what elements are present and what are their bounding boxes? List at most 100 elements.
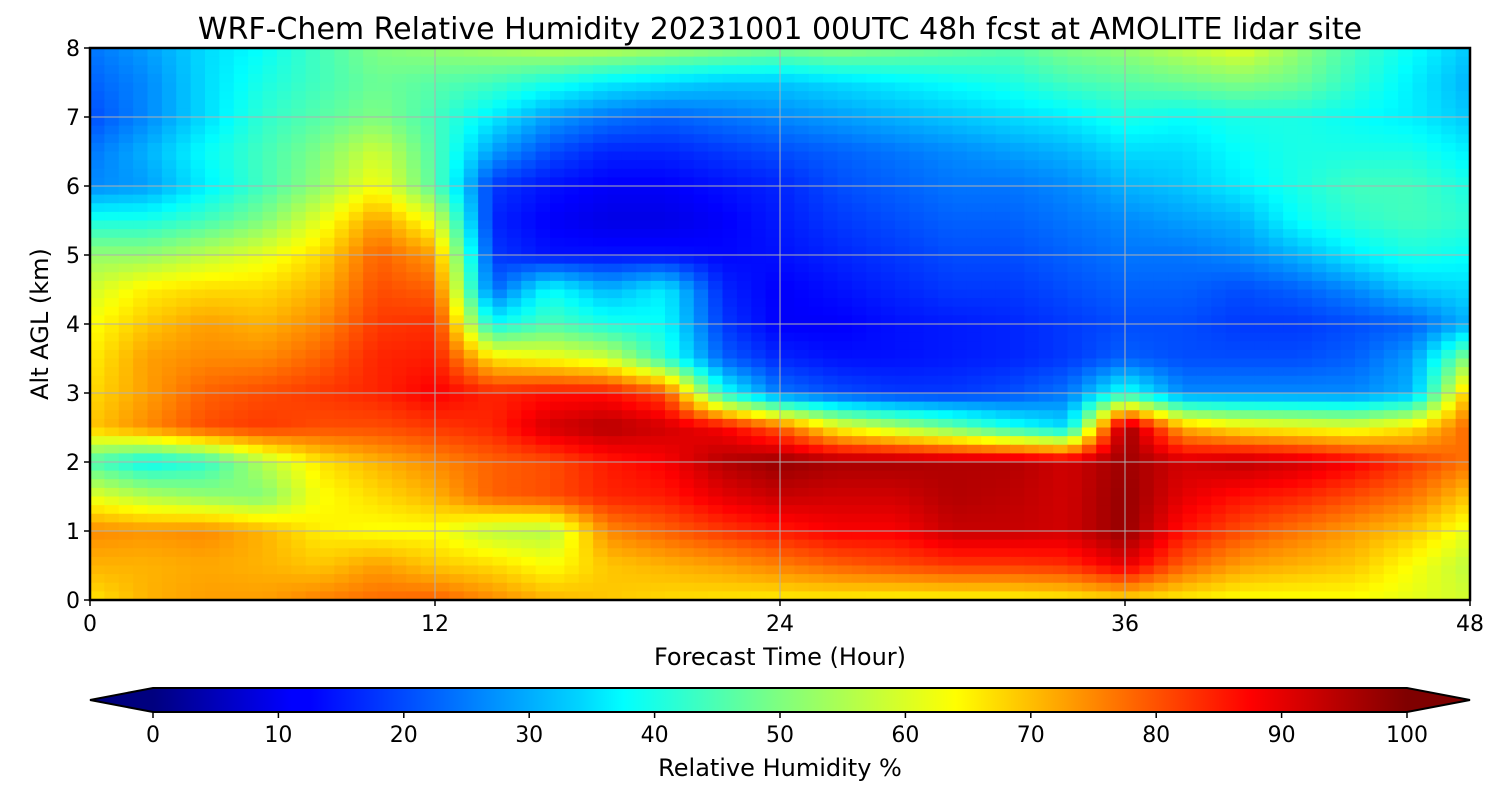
heatmap-cell (1297, 401, 1313, 411)
heatmap-cell (923, 211, 939, 222)
heatmap-cell (320, 341, 335, 351)
heatmap-cell (535, 160, 551, 170)
heatmap-cell (406, 73, 422, 84)
heatmap-cell (1153, 418, 1169, 429)
heatmap-cell (808, 263, 824, 273)
heatmap-cell (435, 65, 450, 75)
heatmap-cell (190, 401, 206, 411)
heatmap-cell (492, 160, 508, 170)
heatmap-cell (895, 427, 910, 437)
heatmap-cell (1153, 211, 1169, 222)
heatmap-cell (1153, 237, 1169, 247)
heatmap-cell (564, 220, 580, 230)
heatmap-cell (1355, 436, 1370, 446)
heatmap-cell (722, 315, 738, 325)
heatmap-cell (1369, 255, 1385, 265)
heatmap-cell (1038, 324, 1054, 334)
heatmap-cell (420, 349, 436, 360)
heatmap-cell (1311, 142, 1327, 153)
heatmap-cell (1081, 280, 1097, 291)
heatmap-cell (147, 177, 163, 187)
heatmap-cell (866, 487, 882, 498)
heatmap-cell (607, 487, 623, 498)
heatmap-cell (823, 177, 839, 187)
heatmap-cell (909, 186, 925, 196)
heatmap-cell (320, 349, 335, 360)
heatmap-cell (1283, 48, 1299, 58)
heatmap-cell (205, 427, 220, 437)
heatmap-cell (334, 306, 350, 316)
heatmap-cell (147, 496, 163, 506)
heatmap-cell (1383, 82, 1399, 92)
heatmap-cell (1125, 99, 1140, 109)
heatmap-cell (1369, 341, 1385, 351)
heatmap-cell (1412, 315, 1428, 325)
heatmap-cell (521, 487, 537, 498)
heatmap-cell (305, 211, 321, 222)
heatmap-cell (305, 125, 321, 135)
heatmap-cell (578, 436, 594, 446)
heatmap-cell (420, 246, 436, 256)
heatmap-cell (679, 280, 695, 291)
heatmap-cell (492, 168, 508, 178)
heatmap-cell (966, 211, 982, 222)
heatmap-cell (909, 332, 925, 342)
heatmap-cell (104, 280, 120, 291)
heatmap-cell (593, 272, 609, 282)
heatmap-cell (780, 151, 795, 161)
heatmap-cell (851, 272, 867, 282)
heatmap-cell (248, 134, 264, 144)
heatmap-cell (104, 289, 120, 299)
heatmap-cell (391, 160, 407, 170)
heatmap-cell (1211, 358, 1227, 368)
heatmap-cell (995, 99, 1011, 109)
heatmap-cell (665, 487, 680, 498)
heatmap-cell (535, 125, 551, 135)
heatmap-cell (1096, 384, 1112, 394)
heatmap-cell (650, 108, 666, 118)
heatmap-cell (463, 91, 479, 101)
heatmap-cell (1096, 160, 1112, 170)
heatmap-cell (1340, 393, 1356, 403)
heatmap-cell (147, 349, 163, 360)
heatmap-cell (1010, 436, 1025, 446)
heatmap-cell (435, 289, 450, 299)
heatmap-cell (650, 393, 666, 403)
heatmap-cell (1283, 73, 1299, 84)
heatmap-cell (248, 177, 264, 187)
heatmap-cell (1225, 341, 1241, 351)
heatmap-cell (1326, 341, 1342, 351)
heatmap-cell (1053, 246, 1069, 256)
heatmap-cell (621, 125, 637, 135)
heatmap-cell (751, 358, 767, 368)
heatmap-cell (506, 393, 522, 403)
heatmap-cell (478, 237, 494, 247)
heatmap-cell (1455, 315, 1470, 325)
heatmap-cell (176, 211, 192, 222)
heatmap-cell (320, 306, 335, 316)
heatmap-cell (377, 272, 393, 282)
heatmap-cell (1311, 324, 1327, 334)
heatmap-cell (550, 367, 565, 377)
heatmap-cell (923, 418, 939, 429)
heatmap-cell (693, 125, 709, 135)
heatmap-cell (923, 168, 939, 178)
heatmap-cell (1196, 125, 1212, 135)
heatmap-cell (765, 367, 781, 377)
heatmap-cell (391, 194, 407, 204)
heatmap-cell (621, 65, 637, 75)
heatmap-cell (966, 108, 982, 118)
heatmap-cell (248, 186, 264, 196)
heatmap-cell (449, 341, 465, 351)
heatmap-cell (1268, 401, 1284, 411)
heatmap-cell (1024, 332, 1040, 342)
heatmap-cell (1311, 410, 1327, 420)
heatmap-cell (1369, 125, 1385, 135)
heatmap-cell (966, 229, 982, 239)
heatmap-cell (276, 73, 292, 84)
heatmap-cell (751, 229, 767, 239)
heatmap-cell (1340, 349, 1356, 360)
heatmap-cell (1326, 177, 1342, 187)
heatmap-cell (1283, 237, 1299, 247)
heatmap-cell (320, 168, 335, 178)
